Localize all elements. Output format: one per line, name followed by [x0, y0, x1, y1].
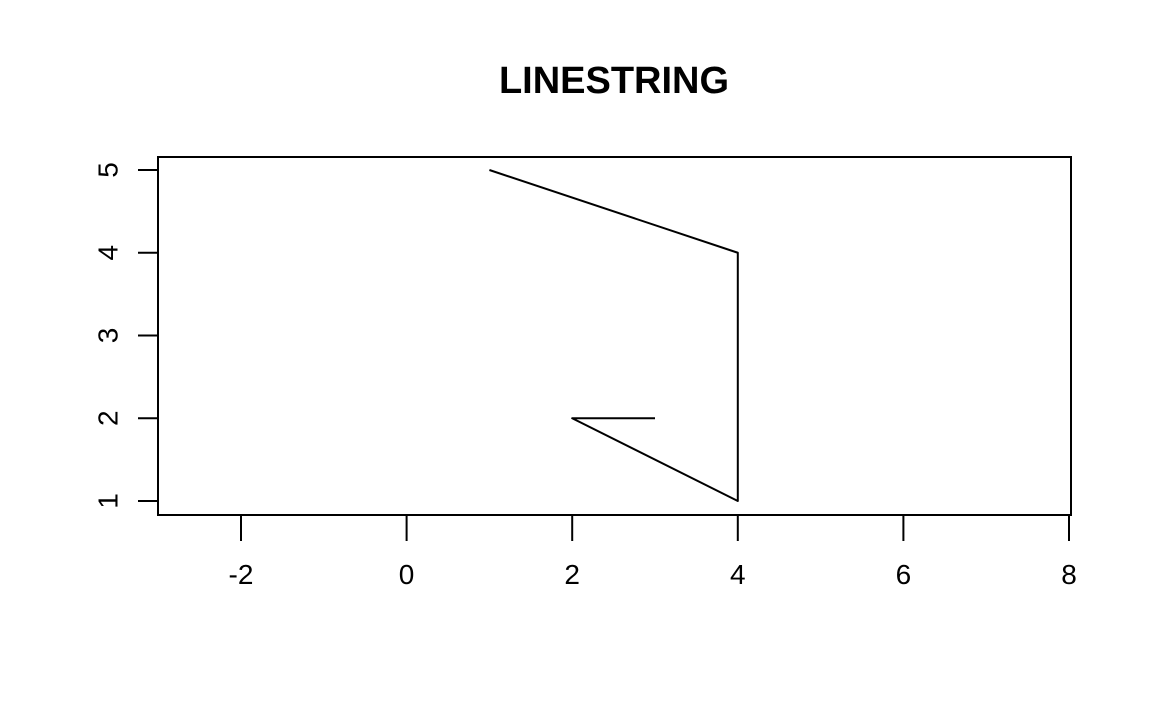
x-tick-label: 8	[1061, 559, 1077, 590]
y-tick-label: 4	[93, 245, 124, 261]
linestring-line	[489, 169, 739, 502]
x-tick-label: 4	[730, 559, 746, 590]
x-tick-label: 6	[896, 559, 912, 590]
chart-title: LINESTRING	[499, 60, 729, 102]
x-axis: -2 0 2 4 6 8	[229, 514, 1077, 590]
x-tick-label: 2	[564, 559, 580, 590]
y-tick-label: 2	[93, 410, 124, 426]
y-tick-label: 3	[93, 328, 124, 344]
y-tick-label: 1	[93, 493, 124, 509]
series-layer	[489, 169, 739, 502]
y-tick-label: 5	[93, 162, 124, 178]
x-tick-label: 0	[399, 559, 415, 590]
x-tick-label: -2	[229, 559, 254, 590]
y-axis: 1 2 3 4 5	[93, 162, 159, 509]
